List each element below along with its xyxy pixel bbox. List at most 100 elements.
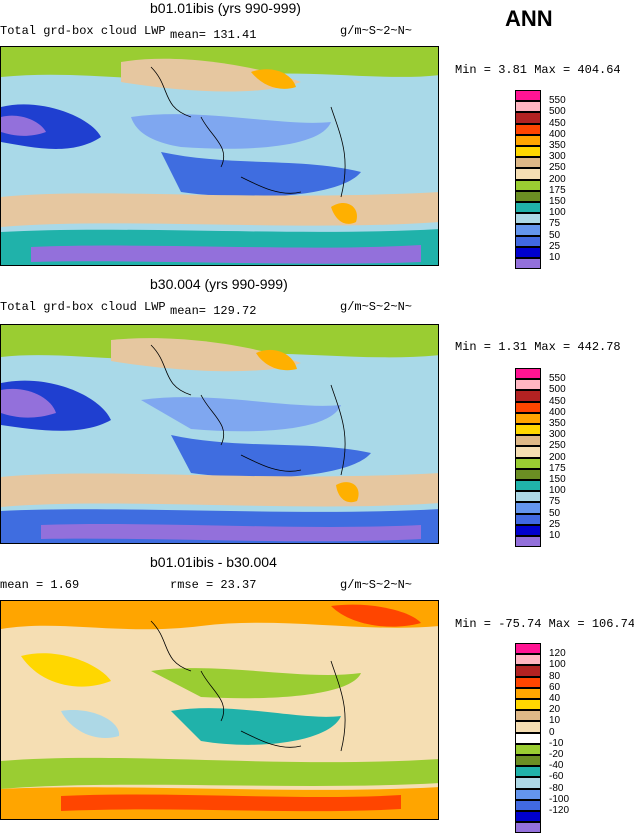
legend-label: 40	[549, 693, 561, 704]
contour-band	[171, 435, 371, 478]
legend-swatch	[515, 179, 541, 191]
legend-label: 500	[549, 384, 566, 396]
legend-label: 250	[549, 440, 566, 452]
contour-band	[1, 757, 438, 789]
legend-swatch	[515, 811, 541, 823]
legend-swatch	[515, 643, 541, 655]
contour-band	[161, 152, 361, 197]
legend-swatch	[515, 777, 541, 789]
legend-swatch	[515, 146, 541, 158]
legend-swatch	[515, 687, 541, 699]
minmax-label: Min = -75.74 Max = 106.74	[455, 617, 634, 631]
legend-swatch	[515, 134, 541, 146]
legend-label: -100	[549, 793, 570, 805]
legend-swatch	[515, 755, 541, 767]
legend-swatch	[515, 665, 541, 677]
legend-swatch	[515, 766, 541, 778]
contour-band	[1, 473, 438, 507]
contour-band	[111, 338, 301, 372]
legend-swatch	[515, 157, 541, 169]
contour-band	[1, 192, 438, 227]
legend-swatch	[515, 457, 541, 469]
legend-label: 50	[549, 507, 561, 519]
legend-swatch	[515, 390, 541, 402]
contour-band	[1, 388, 56, 418]
legend-swatch	[515, 101, 541, 113]
legend-label: -80	[549, 782, 564, 794]
legend-swatch	[515, 446, 541, 458]
contour-band	[141, 397, 341, 432]
panel-title: b01.01ibis - b30.004	[150, 554, 277, 570]
legend-swatch	[515, 213, 541, 225]
legend-label: 500	[549, 106, 566, 118]
season-label: ANN	[505, 6, 553, 31]
legend-label: 550	[549, 95, 566, 107]
legend-swatch	[515, 368, 541, 380]
legend-label: 175	[549, 184, 566, 196]
legend-label: 150	[549, 196, 566, 207]
contour-band	[121, 58, 301, 92]
legend-label: 400	[549, 406, 566, 418]
legend-label: 150	[549, 474, 566, 485]
legend-swatch	[515, 721, 541, 733]
legend-label: -40	[549, 760, 564, 772]
legend-swatch	[515, 90, 541, 102]
legend-label: 450	[549, 117, 566, 129]
legend-swatch	[515, 202, 541, 214]
legend-label: 100	[549, 485, 566, 497]
legend-label: 50	[549, 229, 561, 241]
legend-swatch	[515, 743, 541, 755]
legend-swatch	[515, 654, 541, 666]
contour-band	[61, 710, 120, 739]
legend-swatch	[515, 732, 541, 744]
coastline	[150, 620, 346, 752]
legend-label: 75	[549, 496, 561, 508]
legend-label: 175	[549, 462, 566, 474]
contour-band	[331, 202, 357, 224]
legend-swatch	[515, 401, 541, 413]
contour-band	[21, 653, 111, 687]
panel-title: b30.004 (yrs 990-999)	[150, 276, 288, 292]
legend-label: 10	[549, 252, 561, 263]
legend-swatch	[515, 788, 541, 800]
legend-swatch	[515, 190, 541, 202]
legend-swatch	[515, 491, 541, 503]
legend-label: 550	[549, 373, 566, 385]
mean-label: mean= 131.41	[170, 28, 257, 42]
legend-swatch	[515, 168, 541, 180]
legend-label: -60	[549, 771, 564, 783]
contour-band	[31, 245, 421, 264]
legend-label: -120	[549, 805, 570, 816]
contour-band	[61, 794, 401, 812]
legend-swatch	[515, 224, 541, 236]
panel-title: b01.01ibis (yrs 990-999)	[150, 0, 301, 16]
coastline	[150, 344, 346, 476]
legend-label: 25	[549, 518, 561, 530]
legend-swatch	[515, 424, 541, 436]
contour-band	[1, 115, 46, 136]
legend-label: 100	[549, 659, 566, 671]
contour-band	[1, 601, 438, 630]
legend-swatch	[515, 412, 541, 424]
legend-swatch	[515, 799, 541, 811]
legend-label: 100	[549, 207, 566, 219]
legend-swatch	[515, 258, 541, 270]
legend-swatch	[515, 480, 541, 492]
legend-swatch	[515, 524, 541, 536]
legend-swatch	[515, 710, 541, 722]
units-label: g/m~S~2~N~	[340, 578, 413, 592]
legend-swatch	[515, 468, 541, 480]
contour-band	[251, 69, 296, 89]
contour-band	[336, 482, 359, 503]
legend-label: 200	[549, 173, 566, 185]
legend-label: 60	[549, 681, 561, 693]
variable-label: Total grd-box cloud LWP	[0, 300, 166, 314]
contour-band	[131, 114, 331, 149]
mean-label: mean = 1.69	[0, 578, 80, 592]
map-panel-difference	[0, 600, 439, 820]
legend-label: 350	[549, 418, 566, 429]
legend-label: 300	[549, 151, 566, 163]
contour-map	[1, 325, 438, 543]
legend-swatch	[515, 536, 541, 548]
variable-label: Total grd-box cloud LWP	[0, 24, 166, 38]
